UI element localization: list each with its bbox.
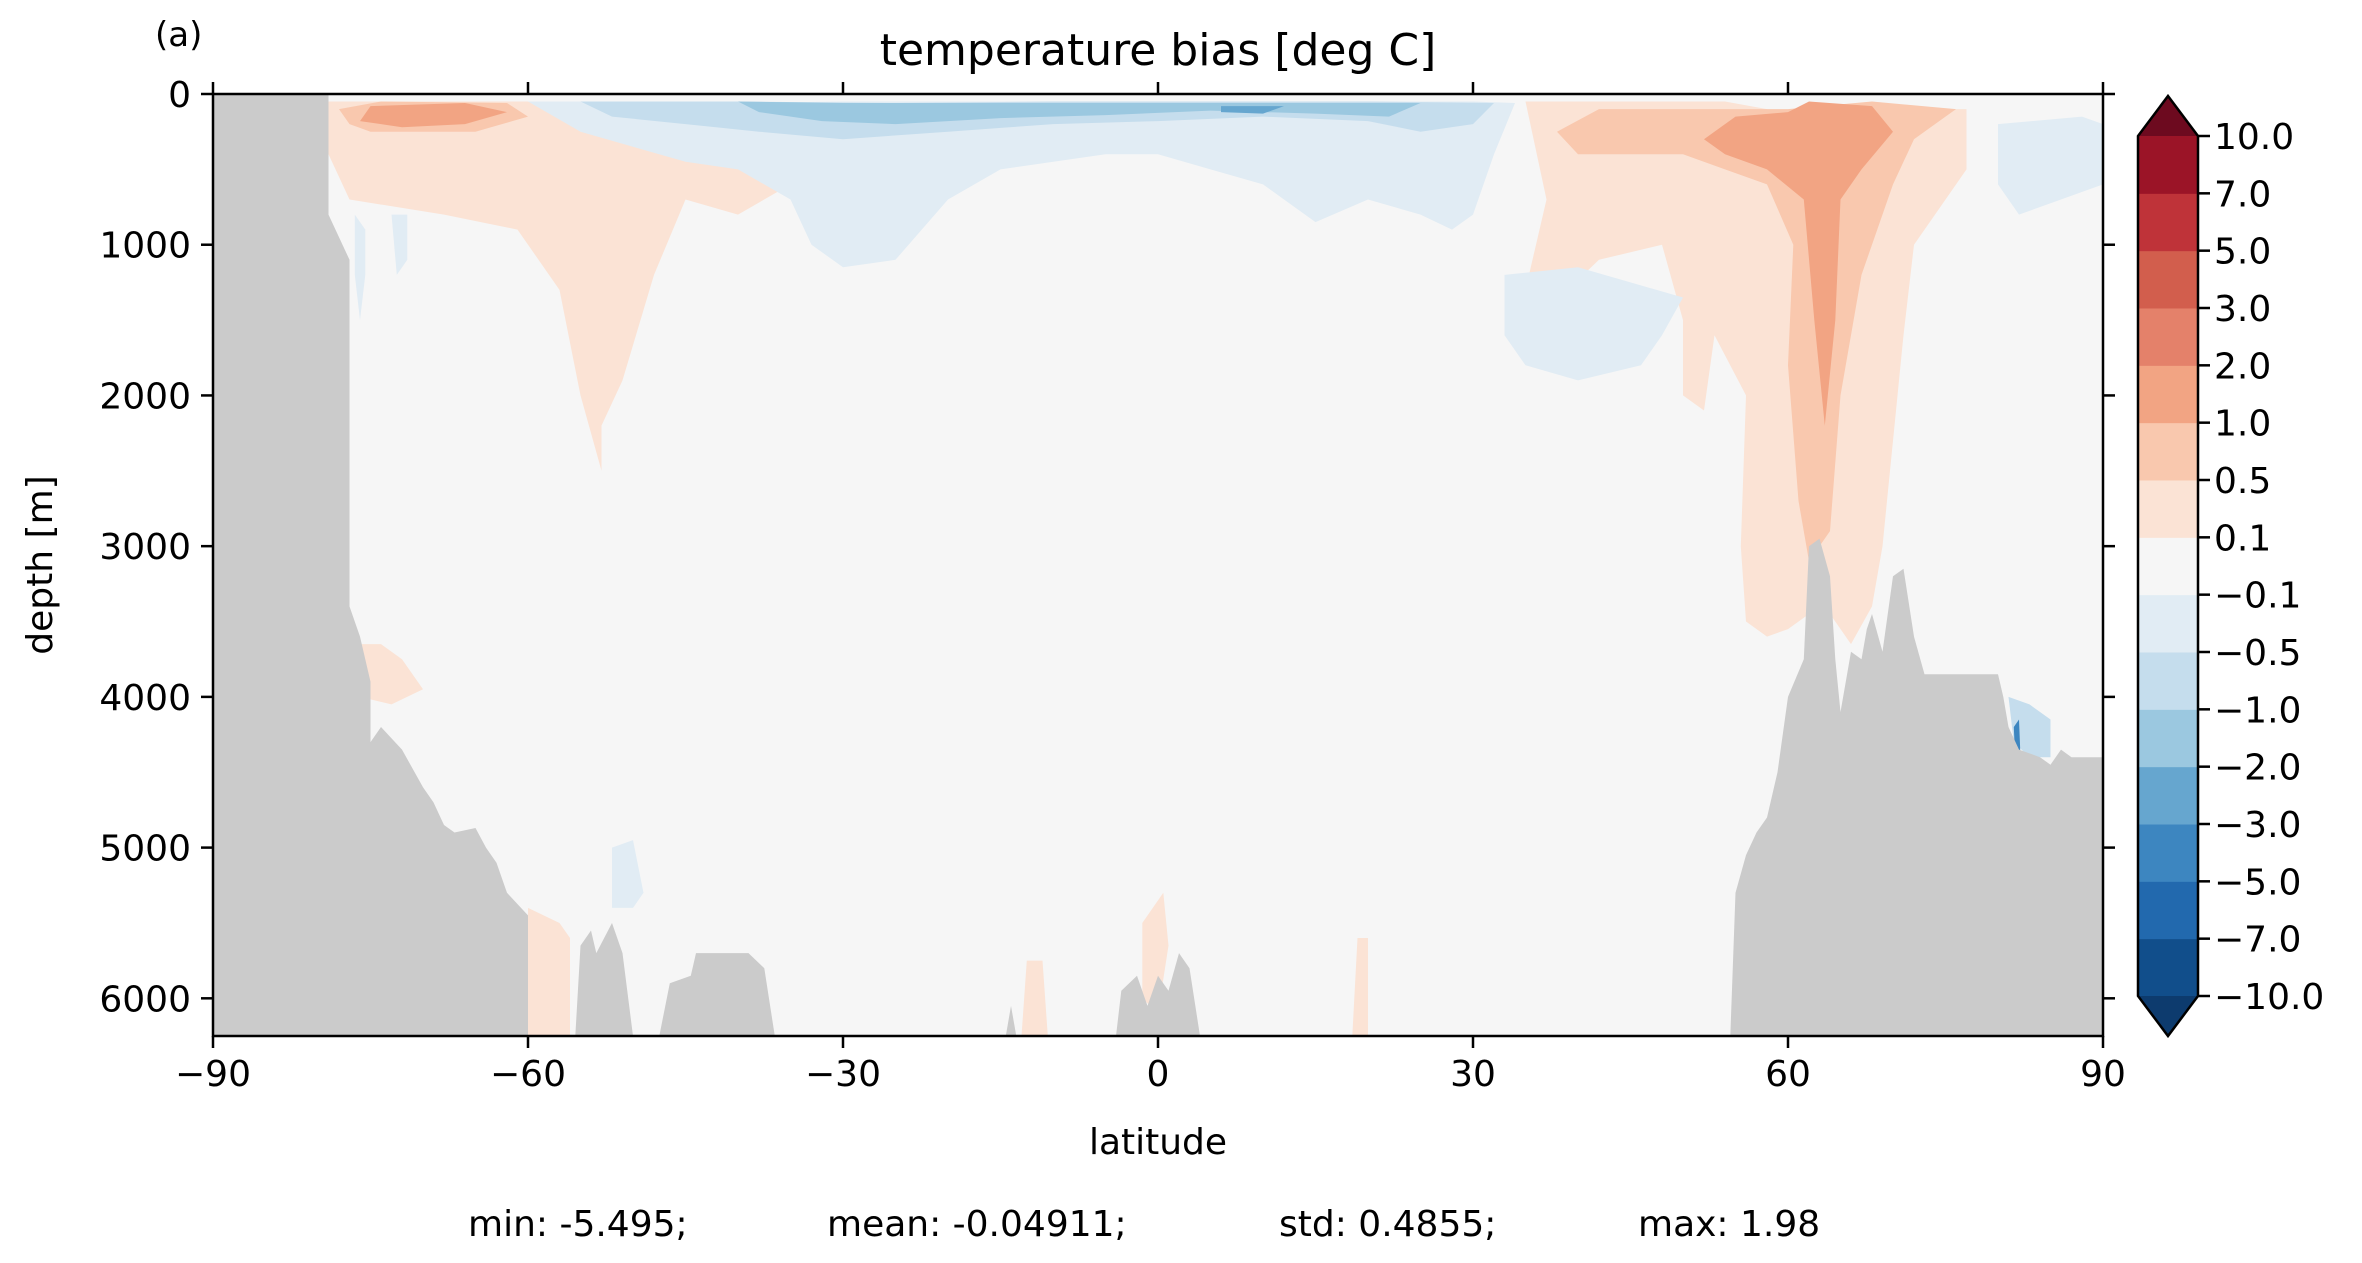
colorbar-tick-label: −0.1 xyxy=(2214,576,2301,617)
colorbar-bin xyxy=(2138,308,2198,366)
colorbar-tick-label: −0.5 xyxy=(2214,633,2301,674)
stat-max: max: 1.98 xyxy=(1638,1204,1820,1245)
colorbar-tick-label: 3.0 xyxy=(2214,289,2271,330)
colorbar-bin xyxy=(2138,250,2198,309)
y-axis: 0 1000 2000 3000 4000 5000 6000 xyxy=(99,75,2115,1020)
colorbar-bin xyxy=(2138,365,2198,424)
x-axis: −90 −60 −30 0 30 60 90 xyxy=(175,82,2126,1095)
anomaly-contours xyxy=(328,101,2103,1036)
land-region xyxy=(1005,1005,1017,1036)
colorbar-tick-label: 5.0 xyxy=(2214,232,2271,273)
chart-title: temperature bias [deg C] xyxy=(880,25,1437,76)
colorbar-tick-label: −1.0 xyxy=(2214,690,2301,731)
colorbar-bin xyxy=(2138,193,2198,252)
y-tick-label: 2000 xyxy=(99,376,191,417)
anomaly-patch xyxy=(328,101,791,471)
land-mask xyxy=(213,94,2103,1036)
anomaly-patch xyxy=(360,103,507,128)
colorbar-tick-label: 1.0 xyxy=(2214,404,2271,445)
y-tick-label: 6000 xyxy=(99,979,191,1020)
colorbar-tick-label: −7.0 xyxy=(2214,920,2301,961)
panel-label: (a) xyxy=(155,15,202,55)
colorbar-tick-label: −10.0 xyxy=(2214,977,2324,1018)
colorbar-bin xyxy=(2138,766,2198,825)
x-tick-label: −90 xyxy=(175,1054,251,1095)
colorbar-tick-label: −3.0 xyxy=(2214,805,2301,846)
x-tick-label: 0 xyxy=(1147,1054,1170,1095)
anomaly-patch xyxy=(1504,267,1683,381)
colorbar-bin xyxy=(2138,709,2198,768)
land-region xyxy=(575,923,633,1036)
anomaly-patch xyxy=(1998,116,2103,215)
colorbar-bin xyxy=(2138,938,2198,997)
colorbar: −10.0 −7.0 −5.0 −3.0 −2.0 −1.0 −0.5 −0.1 0.1 0.5 1… xyxy=(2136,93,2324,1039)
anomaly-patch xyxy=(1704,101,1893,426)
anomaly-patch xyxy=(360,644,423,705)
stat-std: std: 0.4855; xyxy=(1279,1204,1496,1245)
colorbar-under-arrow xyxy=(2138,996,2198,1036)
x-tick-label: −30 xyxy=(805,1054,881,1095)
land-region xyxy=(1116,953,1200,1036)
colorbar-tick-label: 0.5 xyxy=(2214,461,2271,502)
x-tick-label: 30 xyxy=(1450,1054,1496,1095)
anomaly-patch xyxy=(1021,960,1048,1036)
colorbar-over-arrow xyxy=(2138,96,2198,136)
colorbar-bin xyxy=(2138,594,2198,653)
anomaly-patch xyxy=(391,214,408,275)
colorbar-bin xyxy=(2138,652,2198,710)
y-tick-label: 4000 xyxy=(99,678,191,719)
y-tick-label: 5000 xyxy=(99,829,191,870)
colorbar-tick-label: 10.0 xyxy=(2214,117,2294,158)
anomaly-patch xyxy=(1557,101,1956,562)
stat-min: min: -5.495; xyxy=(468,1204,688,1245)
anomaly-patch xyxy=(1221,106,1284,114)
y-tick-label: 3000 xyxy=(99,527,191,568)
land-region xyxy=(1730,538,2103,1036)
colorbar-bin xyxy=(2138,824,2198,882)
colorbar-tick-label: −5.0 xyxy=(2214,862,2301,903)
x-axis-label: latitude xyxy=(1089,1122,1227,1163)
colorbar-tick-label: 7.0 xyxy=(2214,174,2271,215)
y-axis-label: depth [m] xyxy=(20,475,61,654)
x-tick-label: 90 xyxy=(2080,1054,2126,1095)
colorbar-bin xyxy=(2138,422,2198,481)
anomaly-patch xyxy=(528,101,1515,268)
anomaly-patch xyxy=(612,840,644,908)
colorbar-bin xyxy=(2138,136,2198,194)
x-tick-label: 60 xyxy=(1765,1054,1811,1095)
anomaly-patch xyxy=(354,214,366,321)
y-tick-label: 0 xyxy=(168,75,191,116)
colorbar-bin xyxy=(2138,537,2198,596)
colorbar-bin xyxy=(2138,480,2198,538)
y-tick-label: 1000 xyxy=(99,226,191,267)
colorbar-bin xyxy=(2138,881,2198,940)
stat-mean: mean: -0.04911; xyxy=(827,1204,1127,1245)
colorbar-tick-label: 2.0 xyxy=(2214,346,2271,387)
land-region xyxy=(659,953,775,1036)
x-tick-label: −60 xyxy=(490,1054,566,1095)
land-region xyxy=(213,94,528,1036)
anomaly-patch xyxy=(1352,938,1368,1036)
colorbar-tick-label: 0.1 xyxy=(2214,518,2271,559)
plot-area xyxy=(211,92,2105,1038)
colorbar-tick-label: −2.0 xyxy=(2214,748,2301,789)
anomaly-patch xyxy=(528,907,570,1036)
